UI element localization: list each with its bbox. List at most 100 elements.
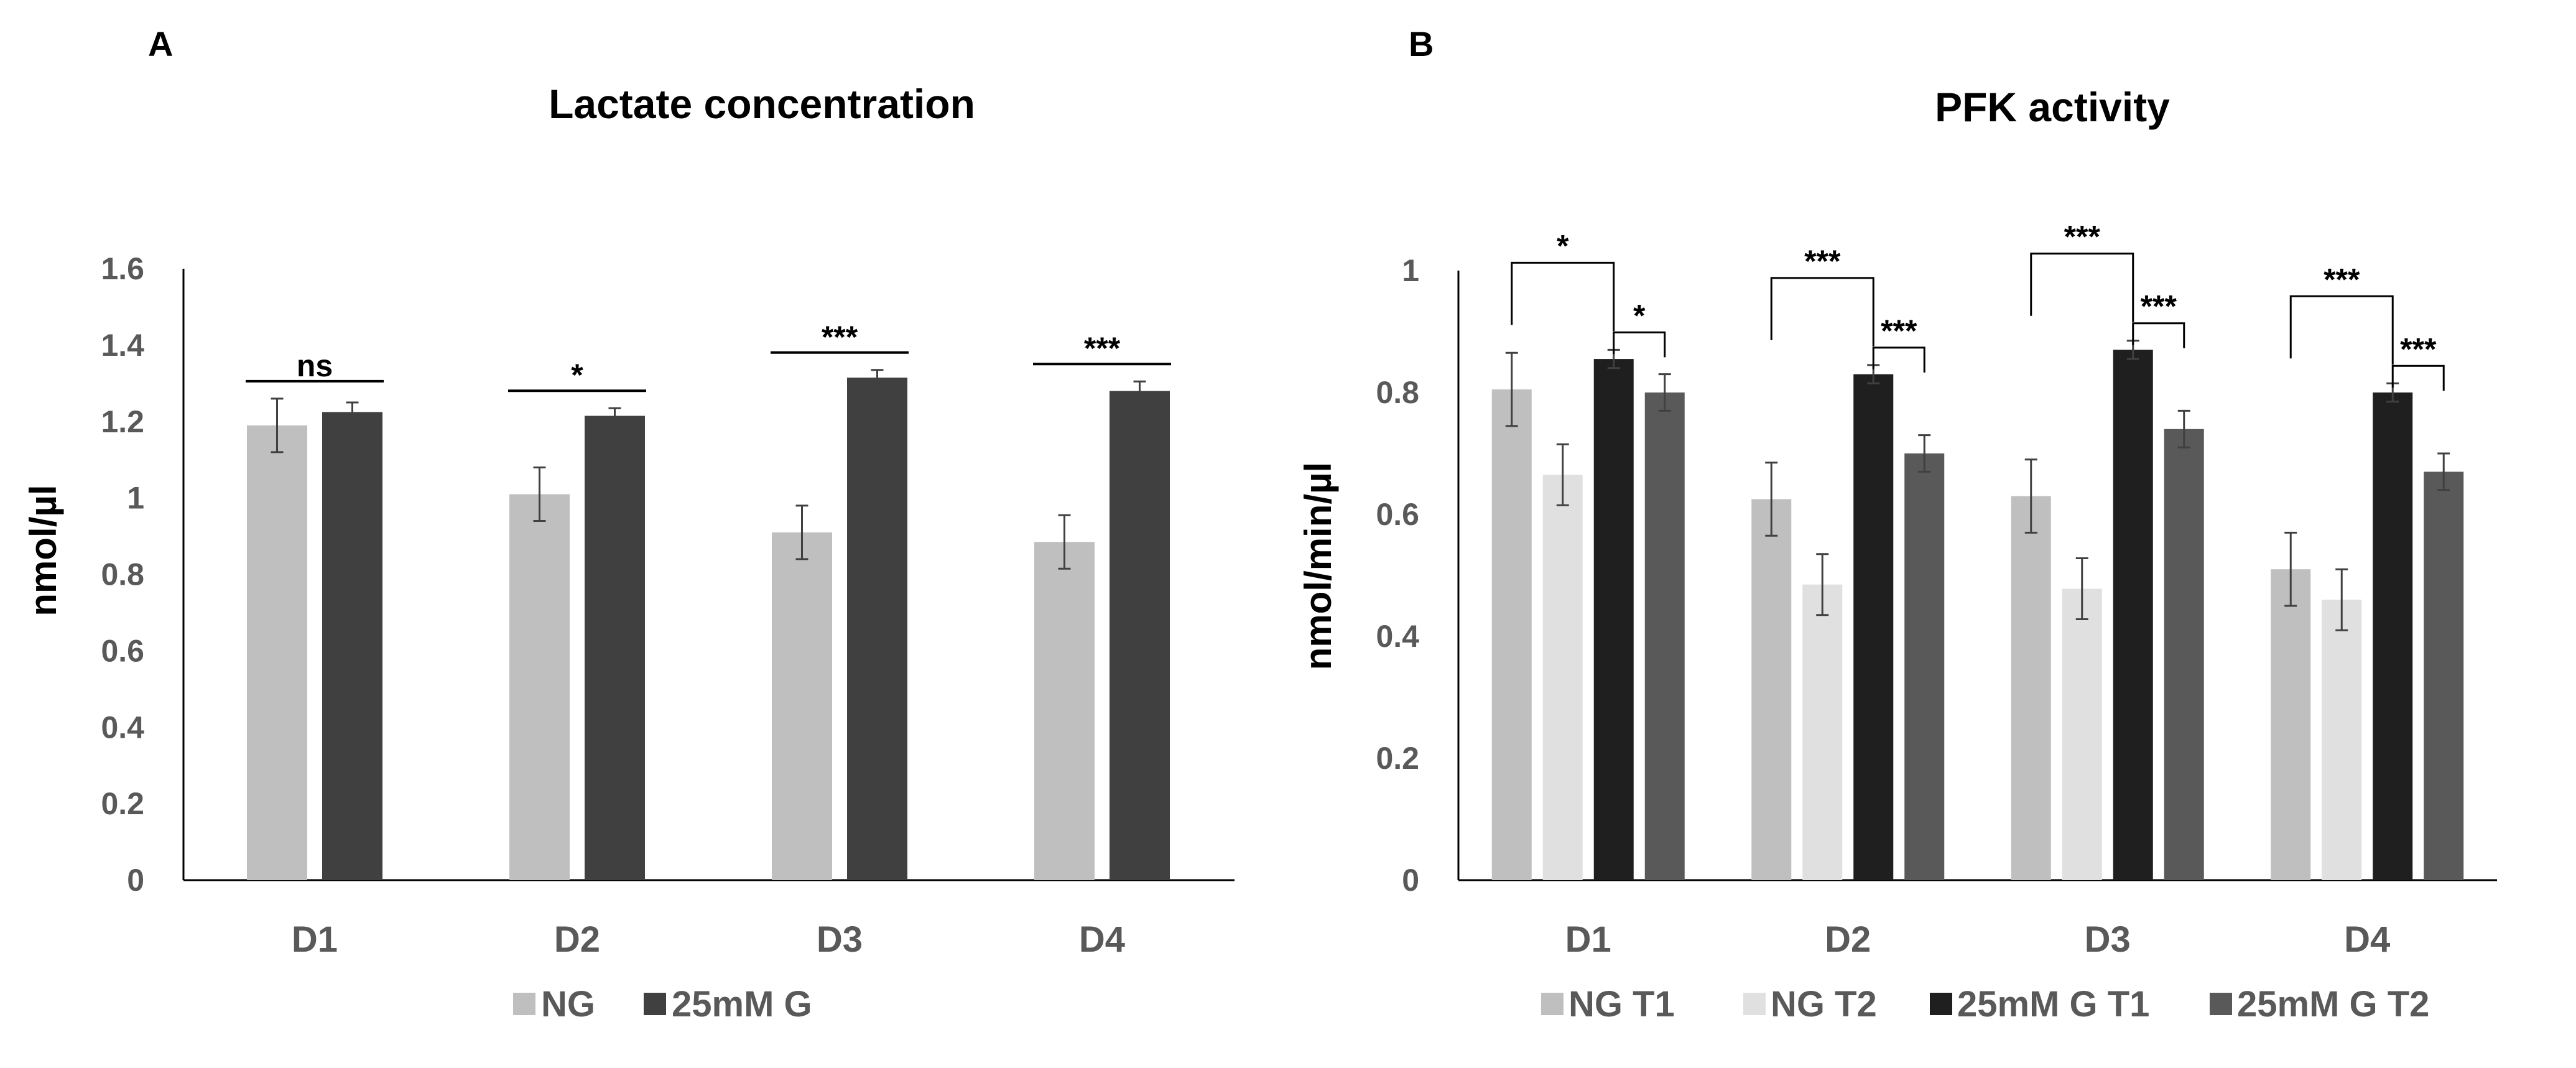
panel-b-bar-25mm-g-t2-d3 — [2164, 429, 2204, 880]
panel-b-legend-label: 25mM G T1 — [1957, 984, 2149, 1024]
panel-a-error-bar — [795, 504, 808, 560]
panel-b-significance-bracket — [1770, 277, 1874, 346]
panel-b-significance-label: *** — [1804, 244, 1841, 279]
panel-b-significance-label: *** — [1881, 313, 1917, 348]
panel-b-bar-25mm-g-t2-d2 — [1904, 453, 1945, 880]
panel-b-legend-label: NG T1 — [1568, 984, 1675, 1024]
panel-b-y-tick-label: 0 — [1402, 863, 1419, 898]
panel-b-letter: B — [1409, 24, 1434, 63]
panel-b-x-tick-label: D2 — [1825, 919, 1871, 960]
panel-a-x-tick-label: D2 — [554, 919, 600, 960]
panel-a-error-bar — [608, 407, 621, 425]
panel-b-significance-label: * — [1557, 228, 1569, 263]
panel-a-y-tick-label: 0.6 — [101, 633, 144, 668]
panel-a-significance-label: *** — [1084, 331, 1121, 366]
panel-b-bar-25mm-g-t1-d1 — [1593, 359, 1634, 880]
panel-b-title: PFK activity — [1935, 84, 2170, 130]
panel-b-legend-swatch-ng-t2 — [1743, 993, 1766, 1015]
panel-a-x-tick-label: D1 — [292, 919, 338, 960]
panel-b-bar-ng-t1-d4 — [2271, 569, 2311, 880]
panel-a-error-bar — [271, 397, 284, 453]
panel-a-y-tick-label: 1.4 — [101, 328, 144, 363]
panel-a-y-axis-label: nmol/µl — [22, 485, 64, 616]
panel-a-title: Lactate concentration — [549, 81, 975, 127]
panel-b-bar-25mm-g-t1-d4 — [2373, 392, 2413, 880]
panel-b-bar-25mm-g-t2-d4 — [2424, 471, 2464, 880]
panel-b-x-tick-label: D1 — [1565, 919, 1611, 960]
panel-b-error-bar — [1658, 373, 1671, 412]
panel-b-error-bar — [2437, 452, 2450, 491]
panel-a-error-bar — [346, 401, 359, 423]
panel-a-significance-label: ns — [297, 348, 333, 383]
panel-b-legend-swatch-25mm-g-t2 — [2210, 993, 2232, 1015]
panel-a-bar-25mm-g-d2 — [585, 416, 645, 880]
panel-a-letter: A — [148, 24, 173, 63]
panel-b-significance-bracket — [2030, 253, 2134, 322]
panel-b-significance-bracket — [1511, 261, 1615, 332]
panel-a-bar-ng-d2 — [509, 494, 570, 880]
panel-b-error-bar — [2177, 409, 2190, 448]
panel-b-x-tick-label: D3 — [2085, 919, 2131, 960]
panel-b-significance-bracket — [1872, 346, 1925, 373]
panel-a-error-bar — [1133, 380, 1146, 402]
panel-b-y-tick-label: 0.6 — [1376, 497, 1419, 532]
panel-a-bar-ng-d4 — [1034, 542, 1095, 880]
panel-a-significance-label: *** — [822, 320, 858, 355]
panel-b-bar-ng-t2-d3 — [2062, 588, 2102, 880]
panel-b-x-tick-label: D4 — [2344, 919, 2390, 960]
panel-b-bar-ng-t1-d1 — [1491, 389, 1532, 880]
panel-a-y-tick-label: 0 — [127, 863, 144, 898]
panel-a-bar-25mm-g-d4 — [1110, 391, 1170, 880]
panel-b-bar-25mm-g-t1-d2 — [1853, 374, 1894, 880]
panel-a-y-tick-label: 0.8 — [101, 557, 144, 592]
panel-b-significance-bracket — [2289, 295, 2394, 365]
panel-b-error-bar — [2075, 557, 2088, 621]
panel-b-significance-label: *** — [2323, 262, 2360, 297]
panel-b-bar-ng-t2-d4 — [2322, 600, 2362, 880]
panel-b-legend-swatch-25mm-g-t1 — [1930, 993, 1952, 1015]
panel-b-error-bar — [1765, 462, 1778, 537]
panel-b-error-bar — [1556, 443, 1569, 506]
panel-a-significance-label: * — [571, 358, 583, 392]
panel-b-significance-label: *** — [2141, 289, 2177, 324]
panel-b-bar-ng-t2-d1 — [1542, 475, 1583, 880]
panel-a-y-tick-label: 1.6 — [101, 251, 144, 286]
panel-a-y-tick-label: 1.2 — [101, 404, 144, 439]
panel-b-significance-label: *** — [2064, 220, 2101, 254]
panel-a-error-bar — [871, 369, 884, 386]
panel-b-y-tick-label: 0.4 — [1376, 619, 1419, 654]
panel-b-significance-label: *** — [2400, 332, 2437, 366]
panel-b-legend-swatch-ng-t1 — [1541, 993, 1564, 1015]
panel-a-legend-label: 25mM G — [672, 984, 812, 1024]
panel-b-significance-bracket — [2391, 365, 2445, 391]
panel-b-legend-label: NG T2 — [1771, 984, 1877, 1024]
panel-a-legend-swatch-25mm-g — [644, 993, 666, 1015]
panel-b-y-tick-label: 1 — [1402, 253, 1419, 288]
panel-b-bar-25mm-g-t2-d1 — [1644, 392, 1685, 880]
panel-a-y-tick-label: 0.4 — [101, 710, 144, 745]
panel-a-y-tick-label: 1 — [127, 481, 144, 516]
panel-b-error-bar — [2284, 531, 2297, 607]
panel-b-bar-25mm-g-t1-d3 — [2113, 350, 2153, 880]
panel-b-bar-ng-t1-d3 — [2011, 496, 2051, 880]
panel-a-legend-swatch-ng — [513, 993, 535, 1015]
panel-b-error-bar — [1816, 553, 1829, 616]
panel-b-error-bar — [2335, 568, 2348, 631]
panel-a-bar-ng-d3 — [772, 532, 832, 880]
panel-a-y-tick-label: 0.2 — [101, 786, 144, 821]
panel-a-bar-25mm-g-d3 — [847, 378, 907, 880]
panel-b-error-bar — [2024, 458, 2037, 534]
panel-b-bar-ng-t1-d2 — [1751, 499, 1792, 880]
panel-a-x-tick-label: D4 — [1079, 919, 1125, 960]
panel-b-significance-label: * — [1633, 298, 1646, 333]
panel-b-legend-label: 25mM G T2 — [2237, 984, 2429, 1024]
panel-b-y-tick-label: 0.8 — [1376, 375, 1419, 410]
panel-a-x-tick-label: D3 — [817, 919, 863, 960]
panel-b-y-axis-label: nmol/min/µl — [1297, 462, 1339, 671]
panel-b-error-bar — [1505, 351, 1518, 427]
panel-a-legend-label: NG — [541, 984, 595, 1024]
panel-a-bar-25mm-g-d1 — [322, 412, 382, 880]
panel-b-bar-ng-t2-d2 — [1802, 584, 1843, 880]
